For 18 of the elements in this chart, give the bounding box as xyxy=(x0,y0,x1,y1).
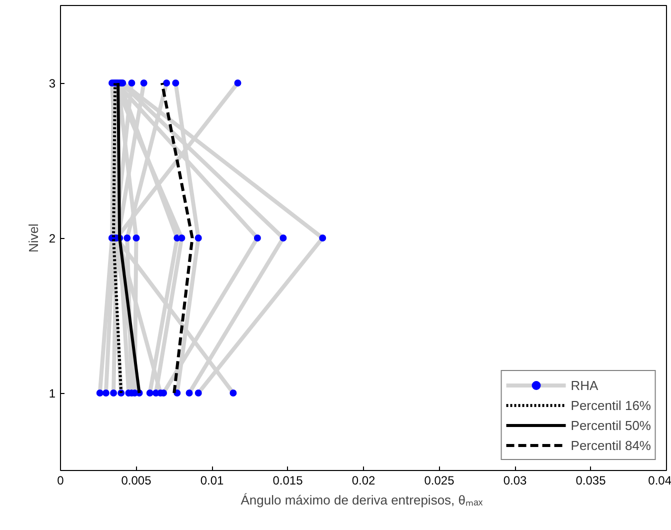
x-tick-label: 0.01 xyxy=(200,474,224,488)
y-axis-title: Nivel xyxy=(26,223,41,252)
legend-label: RHA xyxy=(570,378,598,392)
legend-label: Percentil 84% xyxy=(570,438,651,452)
legend-label: Percentil 16% xyxy=(570,398,651,412)
x-tick-label: 0.035 xyxy=(576,474,606,488)
x-tick-label: 0.015 xyxy=(272,474,304,488)
y-tick-label: 2 xyxy=(48,232,56,246)
x-tick-label: 0 xyxy=(57,474,64,488)
x-tick-label: 0.03 xyxy=(503,474,528,488)
x-tick-label: 0.04 xyxy=(648,474,671,488)
x-tick-label: 0.02 xyxy=(352,474,376,488)
x-tick-label: 0.005 xyxy=(121,474,152,488)
legend-label: Percentil 50% xyxy=(570,418,651,432)
x-axis-title: Ángulo máximo de deriva entrepisos, θₘₐₓ xyxy=(240,492,484,508)
y-tick-label: 3 xyxy=(48,76,56,90)
x-tick-label: 0.025 xyxy=(424,474,455,488)
y-tick-label: 1 xyxy=(48,386,56,400)
